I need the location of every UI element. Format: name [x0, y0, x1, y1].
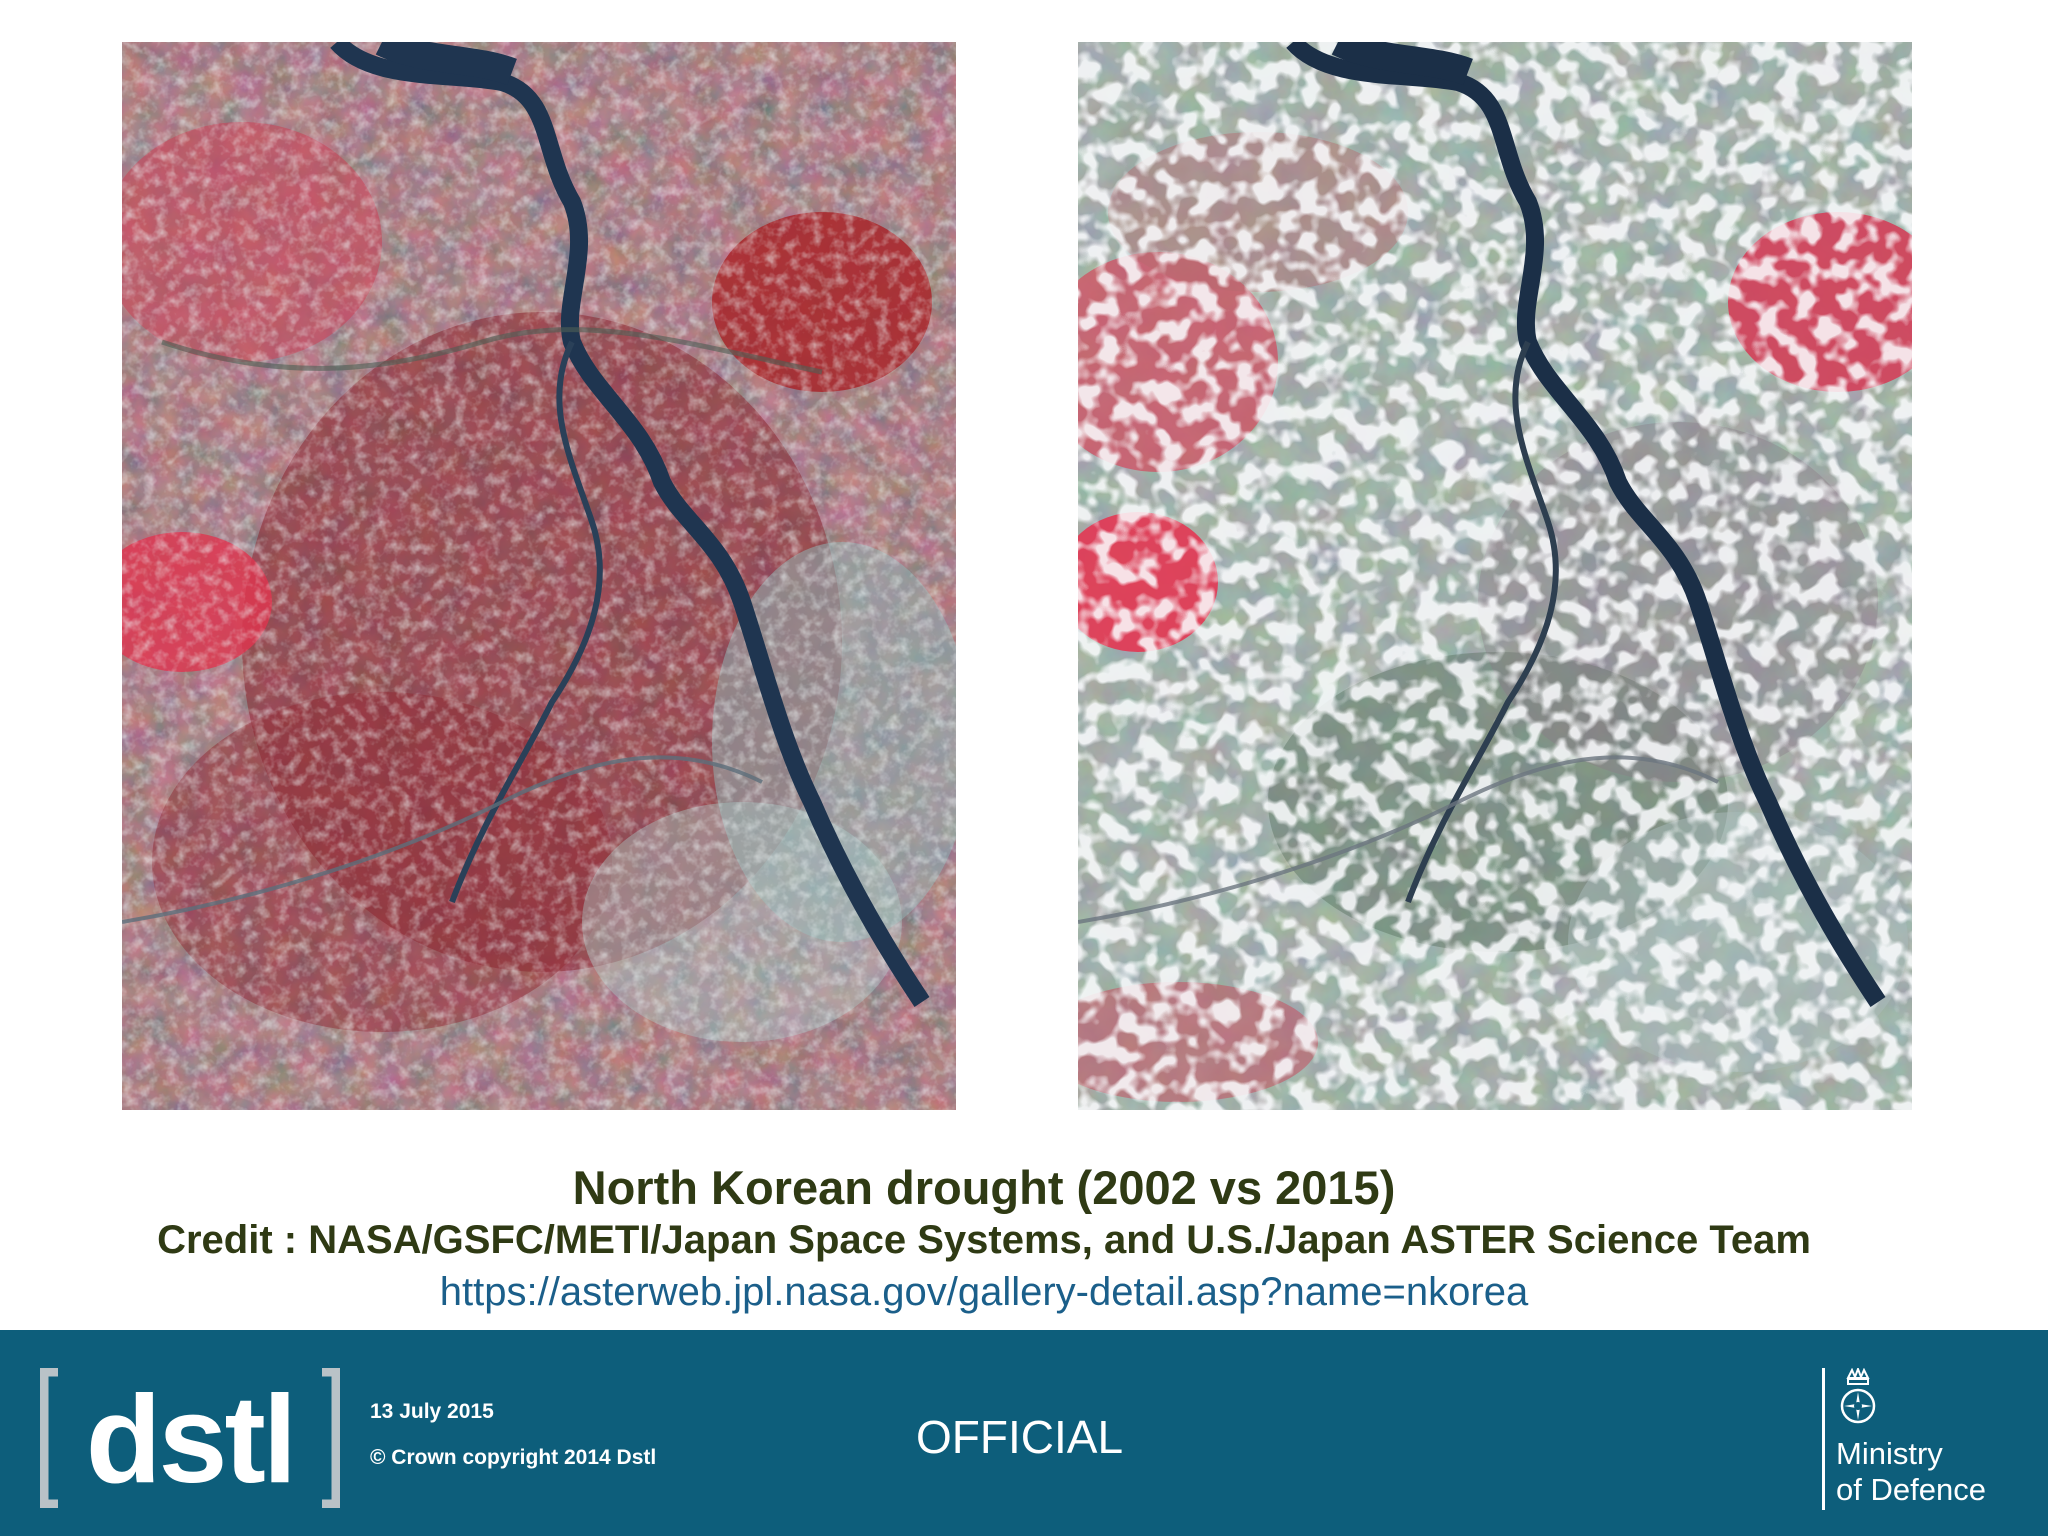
ministry-of-defence-logo: Ministry of Defence: [1822, 1366, 2022, 1518]
classification-label: OFFICIAL: [916, 1411, 1124, 1463]
footer-date: 13 July 2015: [370, 1400, 494, 1423]
footer-copyright: © Crown copyright 2014 Dstl: [370, 1446, 657, 1469]
department-line-1: Ministry: [1836, 1436, 1943, 1471]
crown-crest-icon: [1836, 1366, 1880, 1432]
ministry-of-defence-text: Ministry of Defence: [1836, 1436, 1986, 1508]
caption-credit: Credit : NASA/GSFC/METI/Japan Space Syst…: [157, 1218, 1811, 1262]
dstl-logo: dstl: [40, 1368, 340, 1508]
footer-bar: dstl 13 July 2015 © Crown copyright 2014…: [0, 1330, 2048, 1536]
department-line-2: of Defence: [1836, 1472, 1986, 1507]
caption-url-link[interactable]: https://asterweb.jpl.nasa.gov/gallery-de…: [439, 1270, 1529, 1314]
satellite-image-2002: [122, 42, 956, 1110]
caption-title: North Korean drought (2002 vs 2015): [572, 1161, 1396, 1214]
svg-text:dstl: dstl: [86, 1371, 294, 1508]
satellite-image-2015: [1078, 42, 1912, 1110]
logo-divider: [1822, 1368, 1825, 1510]
